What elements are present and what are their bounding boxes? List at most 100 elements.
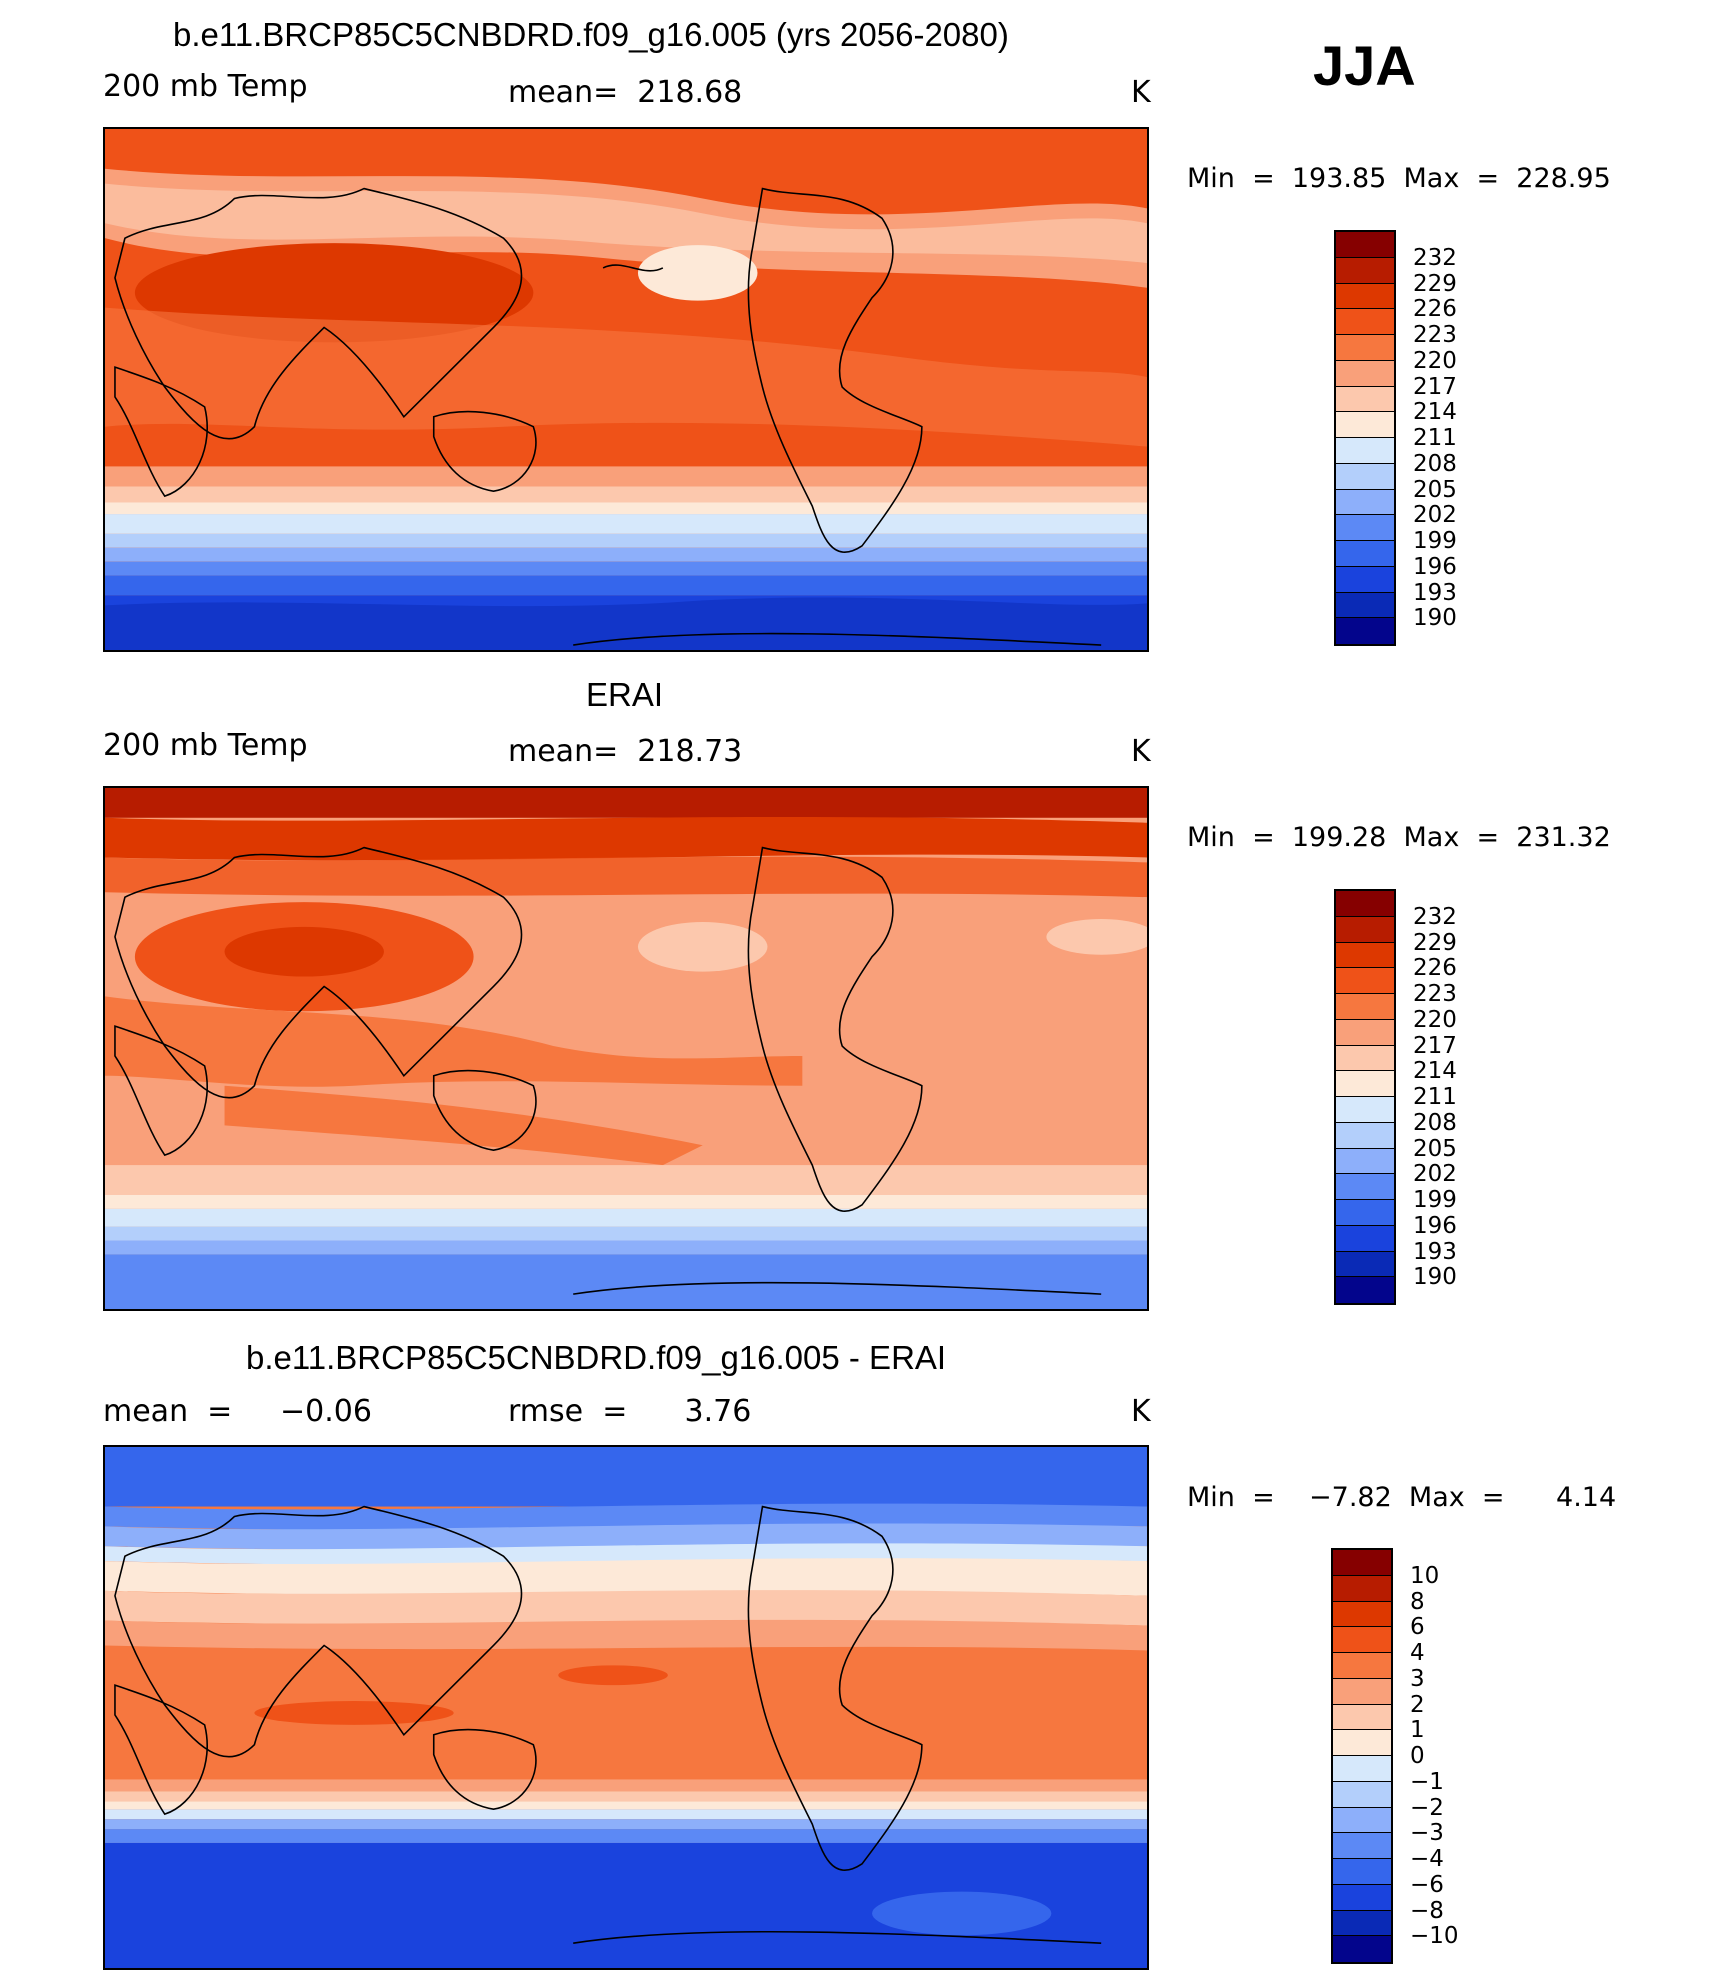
panel-1-colorbar [1334, 230, 1396, 646]
colorbar-label: 220 [1413, 347, 1457, 374]
colorbar-label: −2 [1410, 1794, 1444, 1821]
panel-1-mean-label: mean= 218.68 [508, 75, 743, 110]
colorbar-label: 229 [1413, 929, 1457, 956]
colorbar-swatch [1336, 1174, 1394, 1200]
panel-3-minmax: Min = −7.82 Max = 4.14 [1187, 1482, 1617, 1513]
colorbar-label: 196 [1413, 553, 1457, 580]
colorbar-label: 220 [1413, 1006, 1457, 1033]
colorbar-swatch [1333, 1704, 1391, 1731]
colorbar-swatch [1336, 541, 1394, 567]
colorbar-label: 232 [1413, 903, 1457, 930]
colorbar-label: 223 [1413, 981, 1457, 1007]
colorbar-label: 208 [1413, 1109, 1457, 1136]
panel-2-mean-label: mean= 218.73 [508, 734, 743, 769]
colorbar-label: 211 [1413, 425, 1457, 451]
colorbar-swatch [1336, 994, 1394, 1020]
colorbar-label: 190 [1413, 1264, 1457, 1291]
colorbar-swatch [1336, 283, 1394, 310]
colorbar-swatch [1333, 1730, 1391, 1756]
colorbar-swatch [1333, 1756, 1391, 1782]
colorbar-swatch [1336, 1225, 1394, 1252]
colorbar-label: −1 [1410, 1768, 1444, 1795]
colorbar-swatch [1336, 1019, 1394, 1046]
colorbar-label: 223 [1413, 322, 1457, 348]
colorbar-label: 232 [1413, 244, 1457, 271]
colorbar-swatch [1336, 515, 1394, 541]
colorbar-label: −10 [1410, 1923, 1459, 1950]
colorbar-swatch [1336, 916, 1394, 943]
colorbar-swatch [1336, 592, 1394, 619]
colorbar-label: 193 [1413, 579, 1457, 606]
panel-1-units-label: K [1131, 75, 1151, 110]
colorbar-label: 202 [1413, 1161, 1457, 1188]
colorbar-swatch [1336, 412, 1394, 438]
colorbar-swatch [1333, 1575, 1391, 1602]
colorbar-label: 214 [1413, 1058, 1457, 1085]
colorbar-label: 217 [1413, 1032, 1457, 1059]
colorbar-swatch [1333, 1678, 1391, 1705]
colorbar-swatch [1333, 1884, 1391, 1911]
panel-3-map [103, 1445, 1149, 1970]
panel-3-units-label: K [1131, 1394, 1151, 1429]
colorbar-label: 196 [1413, 1212, 1457, 1239]
colorbar-swatch [1336, 335, 1394, 361]
colorbar-label: 0 [1410, 1743, 1425, 1769]
panel-3-mean-label: mean = −0.06 [103, 1394, 372, 1429]
colorbar-label: 211 [1413, 1084, 1457, 1110]
colorbar-label: 190 [1413, 605, 1457, 632]
colorbar-label: 10 [1410, 1562, 1440, 1589]
colorbar-label: −3 [1410, 1820, 1444, 1847]
colorbar-label: 199 [1413, 1187, 1457, 1213]
panel-3-rmse-label: rmse = 3.76 [508, 1394, 752, 1429]
colorbar-label: 8 [1410, 1588, 1425, 1615]
panel-3-colorbar [1331, 1548, 1393, 1964]
colorbar-swatch [1336, 1277, 1394, 1303]
colorbar-label: 214 [1413, 399, 1457, 426]
panel-2-units-label: K [1131, 734, 1151, 769]
panel-2-colorbar [1334, 889, 1396, 1305]
colorbar-swatch [1333, 1653, 1391, 1679]
colorbar-swatch [1336, 1045, 1394, 1072]
colorbar-swatch [1336, 1071, 1394, 1097]
panel-3-title: b.e11.BRCP85C5CNBDRD.f09_g16.005 - ERAI [246, 1339, 947, 1376]
colorbar-swatch [1336, 1097, 1394, 1123]
colorbar-label: 1 [1410, 1717, 1425, 1744]
colorbar-swatch [1336, 968, 1394, 994]
colorbar-swatch [1336, 1148, 1394, 1175]
colorbar-swatch [1336, 257, 1394, 284]
colorbar-label: 6 [1410, 1614, 1425, 1641]
colorbar-label: 202 [1413, 502, 1457, 529]
panel-2-map [103, 786, 1149, 1311]
colorbar-swatch [1336, 891, 1394, 917]
colorbar-swatch [1336, 463, 1394, 490]
colorbar-label: 2 [1410, 1691, 1425, 1718]
colorbar-swatch [1333, 1627, 1391, 1653]
colorbar-swatch [1336, 1200, 1394, 1226]
season-label: JJA [1313, 34, 1416, 97]
panel-2-variable-label: 200 mb Temp [103, 728, 308, 763]
colorbar-swatch [1333, 1550, 1391, 1576]
colorbar-swatch [1336, 1251, 1394, 1278]
colorbar-label: 226 [1413, 955, 1457, 982]
panel-2-minmax: Min = 199.28 Max = 231.32 [1187, 822, 1611, 853]
colorbar-swatch [1336, 566, 1394, 593]
colorbar-swatch [1336, 942, 1394, 969]
colorbar-label: 205 [1413, 1135, 1457, 1162]
panel-1-title: b.e11.BRCP85C5CNBDRD.f09_g16.005 (yrs 20… [173, 16, 1009, 53]
colorbar-label: −8 [1410, 1897, 1444, 1924]
colorbar-label: 217 [1413, 373, 1457, 400]
colorbar-swatch [1333, 1601, 1391, 1628]
panel-1-map [103, 127, 1149, 652]
colorbar-swatch [1336, 386, 1394, 413]
colorbar-swatch [1333, 1807, 1391, 1834]
colorbar-swatch [1336, 360, 1394, 387]
colorbar-label: 199 [1413, 528, 1457, 554]
colorbar-swatch [1333, 1781, 1391, 1808]
colorbar-swatch [1336, 232, 1394, 258]
colorbar-swatch [1333, 1936, 1391, 1962]
colorbar-label: 229 [1413, 270, 1457, 297]
colorbar-label: −4 [1410, 1846, 1444, 1872]
colorbar-swatch [1336, 309, 1394, 335]
colorbar-label: −6 [1410, 1871, 1444, 1898]
colorbar-label: 193 [1413, 1238, 1457, 1265]
